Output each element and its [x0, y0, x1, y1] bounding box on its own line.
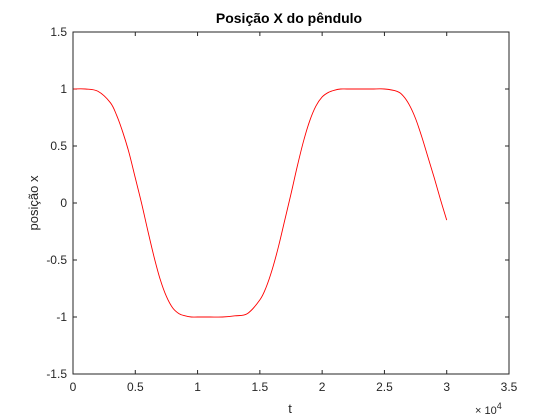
y-tick-label: -1.5 — [46, 367, 67, 381]
x-exponent-power: 4 — [497, 401, 502, 411]
y-tick-label: 1 — [60, 82, 67, 96]
x-exponent-label: × 104 — [475, 401, 502, 417]
x-tick-label: 0 — [70, 380, 77, 394]
x-tick-label: 2.5 — [376, 380, 393, 394]
y-tick-label: -0.5 — [46, 253, 67, 267]
plot-area — [73, 32, 509, 374]
y-tick-label: 1.5 — [50, 25, 67, 39]
series-layer — [72, 88, 448, 318]
x-tick-label: 3 — [443, 380, 450, 394]
x-tick-label: 2 — [319, 380, 326, 394]
series-line-0 — [72, 88, 448, 318]
x-tick-label: 1.5 — [252, 380, 269, 394]
ticks-layer: 0 0.5 1 1.5 2 2.5 3 3.5 1.5 1 0.5 0 -0.5 -1 -1.5 — [46, 25, 517, 394]
axes-box — [72, 31, 510, 375]
x-tick-label: 1 — [194, 380, 201, 394]
y-tick-label: -1 — [56, 310, 67, 324]
x-exponent-base: × 10 — [475, 405, 497, 417]
x-tick-label: 3.5 — [501, 380, 518, 394]
y-tick-label: 0.5 — [50, 139, 67, 153]
chart-title: Posição X do pêndulo — [216, 10, 362, 26]
x-tick-label: 0.5 — [127, 380, 144, 394]
x-axis-label: t — [288, 401, 292, 416]
y-axis-label: posição x — [26, 175, 41, 230]
y-tick-label: 0 — [60, 196, 67, 210]
